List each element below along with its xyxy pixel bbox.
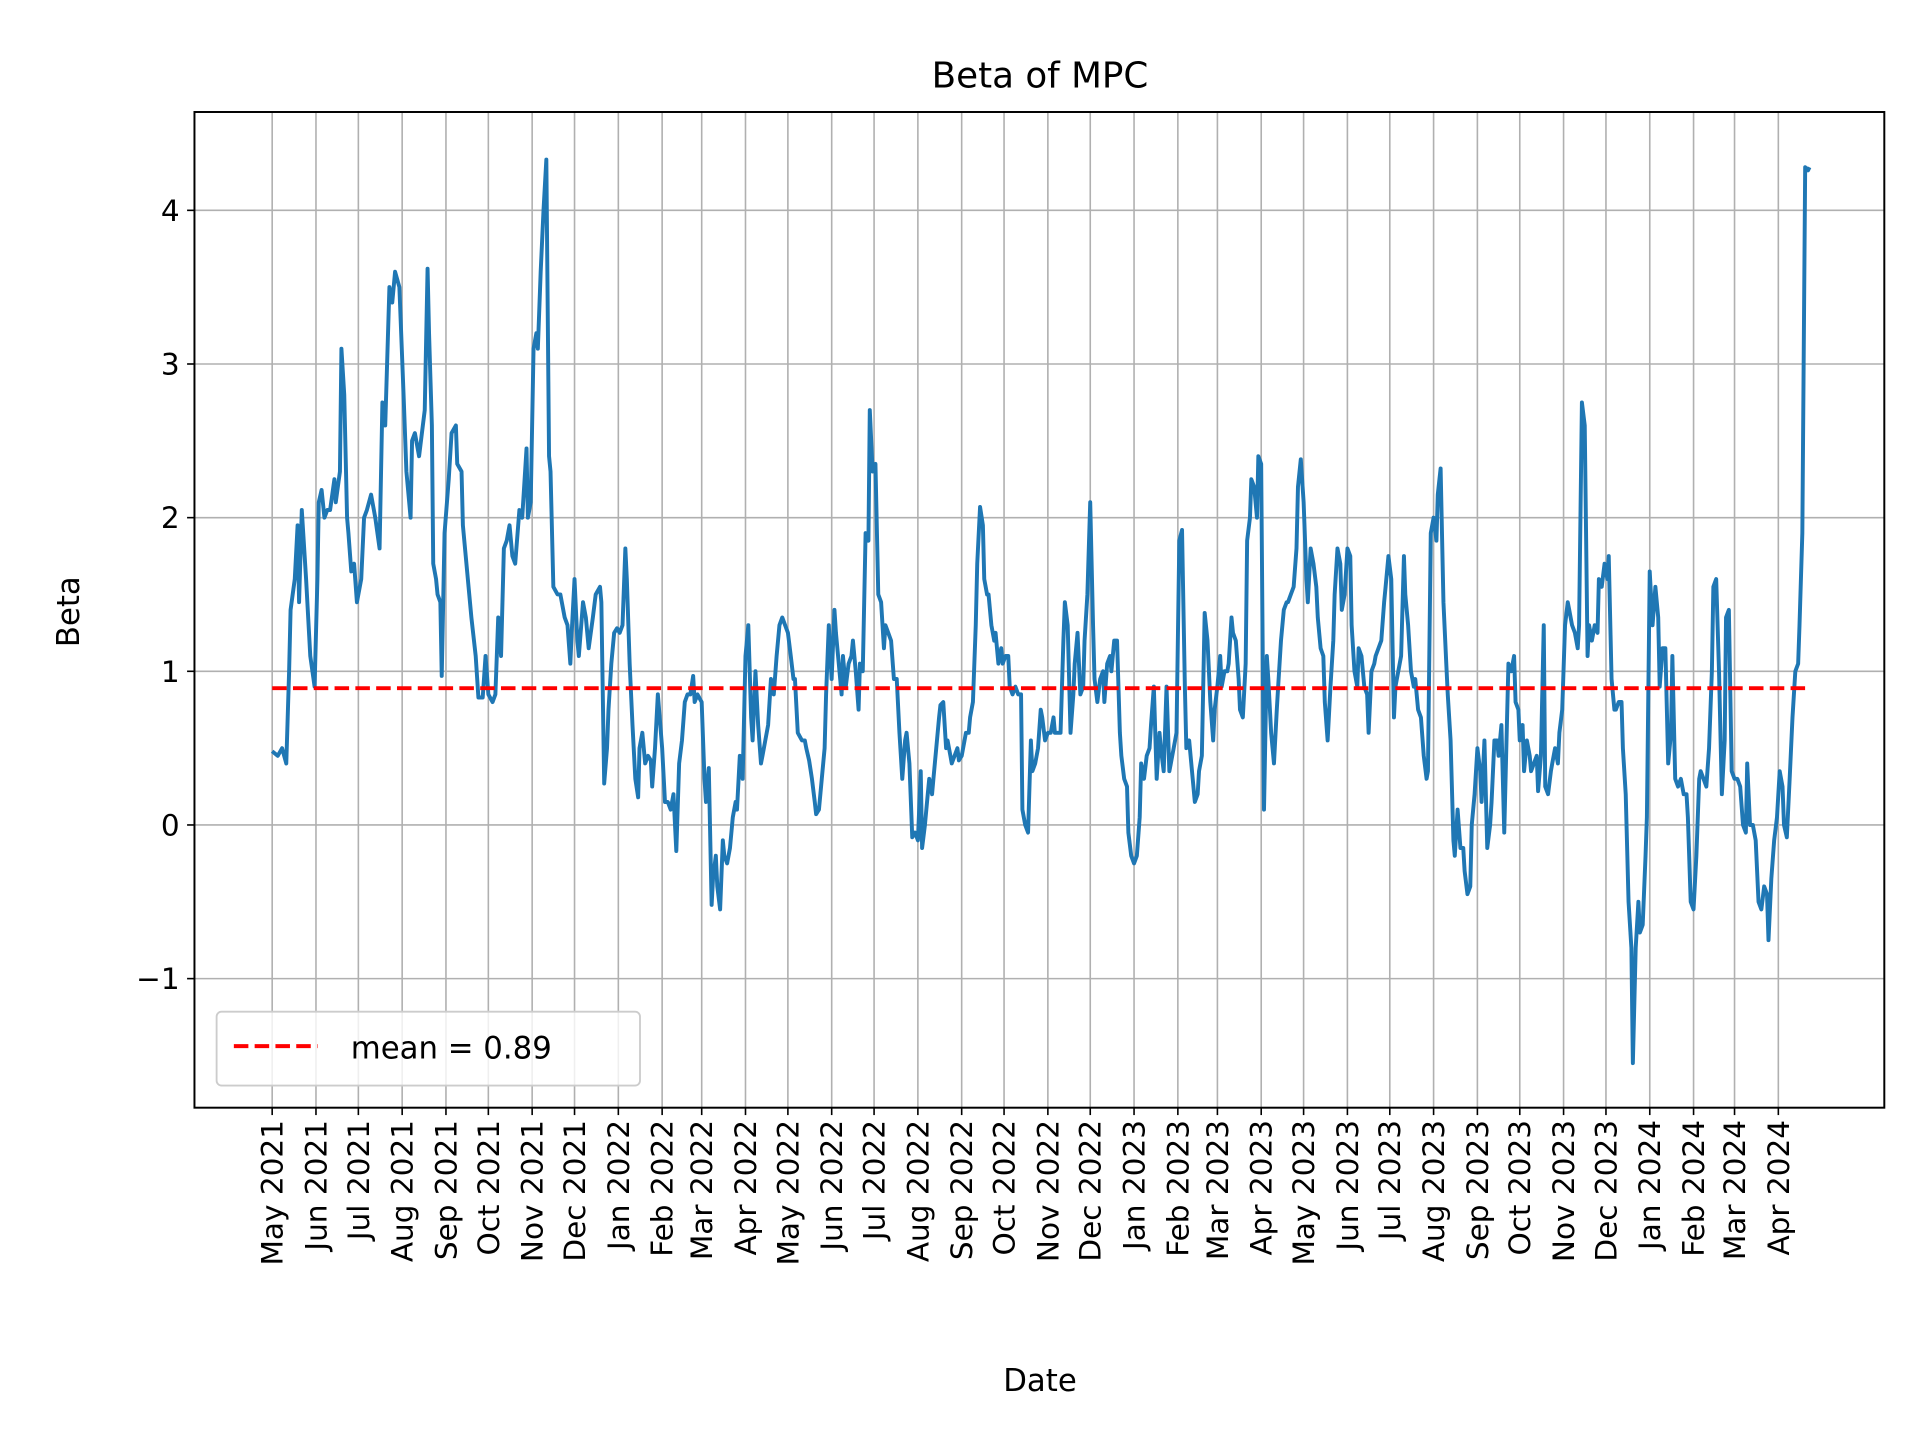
x-tick-label: Oct 2023	[1503, 1120, 1537, 1256]
x-tick-label: Oct 2021	[472, 1120, 506, 1256]
x-tick-label: Nov 2021	[516, 1120, 550, 1262]
x-tick-label: Feb 2024	[1677, 1120, 1711, 1257]
x-tick-label: Feb 2023	[1161, 1120, 1195, 1257]
x-tick-label: Mar 2022	[685, 1120, 719, 1260]
x-tick-label: Jan 2022	[602, 1120, 636, 1252]
x-tick-label: Jul 2022	[858, 1120, 892, 1242]
x-tick-label: Feb 2022	[646, 1120, 680, 1257]
x-tick-label: Jun 2022	[815, 1120, 849, 1253]
y-tick-label: 2	[161, 501, 180, 535]
x-tick-label: Aug 2023	[1417, 1120, 1451, 1262]
y-tick-label: 0	[161, 808, 180, 842]
x-tick-label: Apr 2022	[729, 1120, 763, 1256]
x-tick-label: Sep 2022	[945, 1120, 979, 1260]
x-tick-label: Aug 2022	[901, 1120, 935, 1262]
y-tick-label: 1	[161, 655, 180, 689]
x-tick-label: Sep 2023	[1461, 1120, 1495, 1260]
plot-area	[270, 157, 1812, 1066]
x-tick-label: May 2022	[771, 1120, 805, 1266]
x-tick-label: Dec 2023	[1589, 1120, 1623, 1262]
x-tick-label: Nov 2022	[1031, 1120, 1065, 1262]
chart-title: Beta of MPC	[932, 55, 1149, 96]
x-tick-label: Jun 2021	[299, 1120, 333, 1253]
x-tick-label: Dec 2021	[558, 1120, 592, 1262]
x-tick-label: Aug 2021	[386, 1120, 420, 1262]
x-tick-label: Jul 2021	[342, 1120, 376, 1242]
x-tick-label: Mar 2024	[1718, 1120, 1752, 1260]
x-tick-label: Nov 2023	[1547, 1120, 1581, 1262]
x-tick-label: Jul 2023	[1373, 1120, 1407, 1242]
x-tick-label: Apr 2023	[1245, 1120, 1279, 1256]
x-tick-label: Sep 2021	[429, 1120, 463, 1260]
x-tick-label: May 2023	[1287, 1120, 1321, 1266]
axes-frame	[193, 111, 1886, 1109]
y-tick-label: −1	[136, 962, 180, 996]
x-axis: May 2021 Jun 2021 Jul 2021 Aug 2021 Sep 2021…	[256, 1107, 1796, 1266]
x-tick-label: Dec 2022	[1074, 1120, 1108, 1262]
x-tick-label: Oct 2022	[988, 1120, 1022, 1256]
x-tick-label: Mar 2023	[1201, 1120, 1235, 1260]
y-tick-label: 4	[161, 194, 180, 228]
x-axis-label: Date	[1003, 1363, 1076, 1399]
x-tick-label: Jun 2023	[1331, 1120, 1365, 1253]
x-tick-label: May 2021	[256, 1120, 290, 1266]
x-tick-label: Jan 2023	[1118, 1120, 1152, 1252]
y-axis: −1 0 1 2 3 4	[136, 194, 195, 996]
legend: mean = 0.89	[215, 1010, 641, 1087]
beta-series-line	[270, 157, 1812, 1066]
x-tick-label: Apr 2024	[1762, 1120, 1796, 1256]
legend-mean-label: mean = 0.89	[351, 1030, 552, 1066]
y-tick-label: 3	[161, 347, 180, 381]
y-axis-label: Beta	[51, 576, 87, 647]
x-tick-label: Jan 2024	[1633, 1120, 1667, 1252]
legend-box	[215, 1010, 641, 1087]
